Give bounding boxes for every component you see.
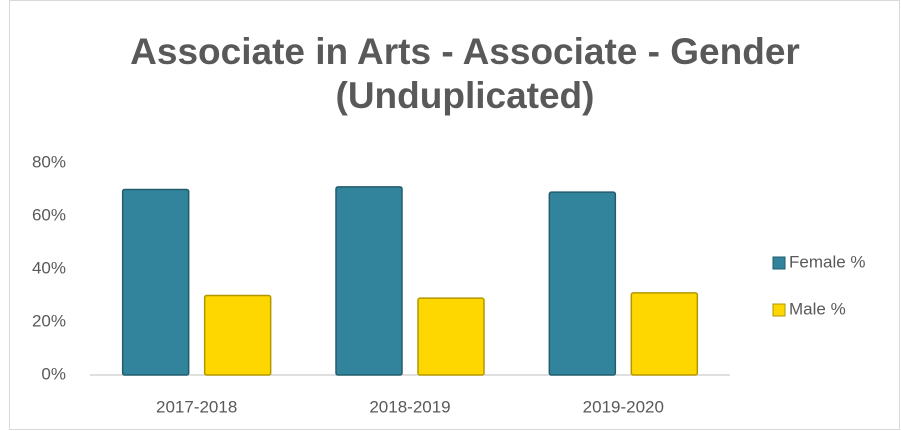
bar — [335, 186, 403, 376]
y-tick-label: 40% — [32, 258, 66, 277]
x-tick-label: 2018-2019 — [369, 397, 450, 416]
y-tick-label: 20% — [32, 311, 66, 330]
bar — [630, 292, 699, 376]
legend-label: Female % — [789, 252, 866, 271]
y-tick-label: 60% — [32, 205, 66, 224]
bar — [548, 191, 617, 376]
bar — [203, 294, 272, 376]
x-tick-label: 2019-2020 — [583, 397, 664, 416]
y-tick-label: 80% — [32, 152, 66, 171]
legend-swatch — [772, 256, 786, 270]
x-tick-label: 2017-2018 — [156, 397, 237, 416]
bar — [417, 297, 485, 376]
bar — [121, 188, 190, 376]
chart-title: Associate in Arts - Associate - Gender (… — [130, 31, 800, 116]
legend-label: Male % — [789, 299, 846, 318]
y-tick-label: 0% — [41, 364, 66, 383]
legend-swatch — [772, 303, 786, 317]
